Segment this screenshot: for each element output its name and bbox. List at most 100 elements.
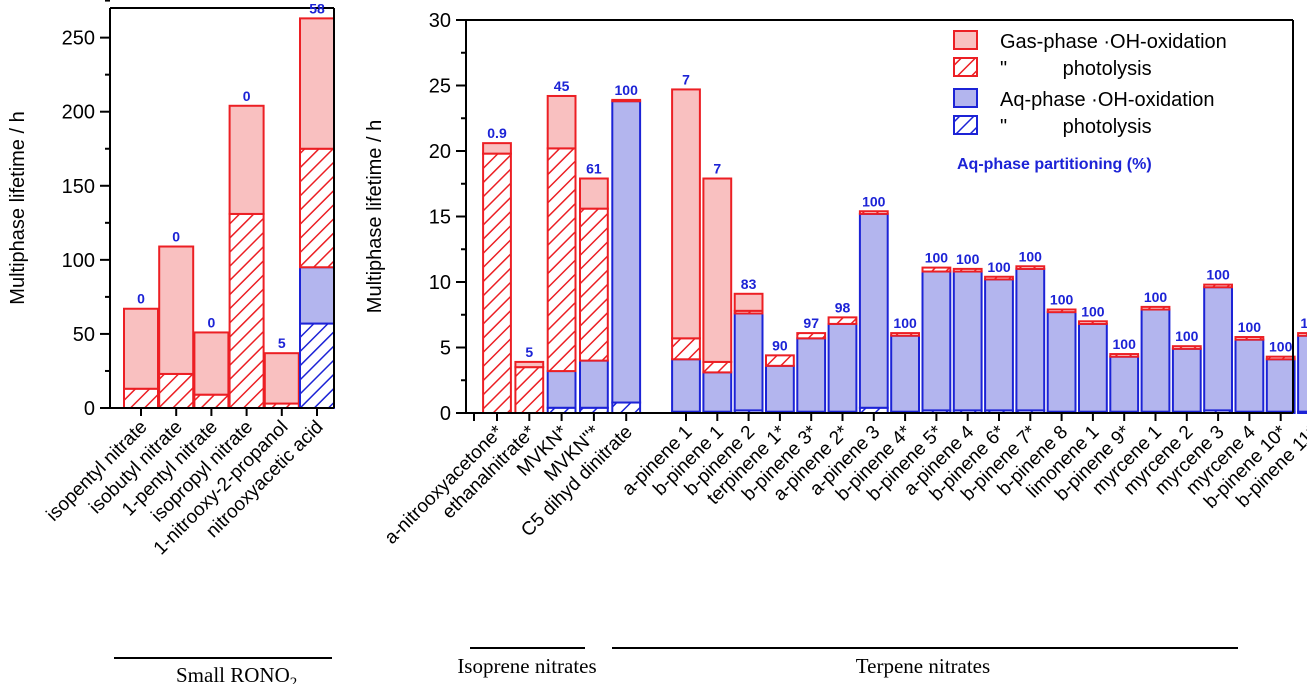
y-tick-label: 150 [62, 176, 95, 198]
gas-photolysis-segment [827, 316, 858, 325]
legend-label: Aq-phase ·OH-oxidation [1000, 89, 1215, 111]
aq-oh-segment [1140, 308, 1171, 413]
gas-photolysis-segment [984, 275, 1014, 281]
partition-label: 5 [525, 344, 533, 360]
partition-label: 100 [862, 193, 886, 209]
aq-oh-segment [611, 100, 642, 404]
partition-label: 100 [893, 315, 917, 331]
gas-photolysis-segment [702, 360, 733, 374]
aq-oh-segment [671, 358, 701, 413]
aq-oh-segment [796, 337, 827, 413]
aq-oh-segment [921, 270, 952, 412]
aq-oh-segment [299, 266, 335, 325]
gas-photolysis-segment [514, 366, 545, 414]
gas-photolysis-segment [1297, 332, 1307, 337]
legend-swatch [953, 30, 978, 50]
partition-label: 100 [956, 251, 980, 267]
aq-oh-segment [765, 364, 795, 413]
partition-label: 58 [309, 0, 325, 16]
group-label-small: Small RONO2 [176, 663, 297, 684]
gas-photolysis-segment [1015, 265, 1046, 270]
aq-oh-segment [1171, 347, 1202, 413]
partition-label: 98 [835, 299, 851, 315]
partition-label: 100 [1144, 289, 1168, 305]
gas-photolysis-segment [546, 147, 577, 373]
legend-label: Gas-phase ·OH-oxidation [1000, 31, 1227, 53]
gas-photolysis-segment [890, 332, 921, 337]
aq-oh-segment [827, 322, 858, 413]
aq-photolysis-segment [611, 401, 642, 414]
gas-photolysis-segment [299, 147, 335, 269]
gas-photolysis-segment [1109, 353, 1140, 358]
aq-oh-segment [1109, 355, 1140, 413]
aq-oh-segment [1078, 322, 1108, 413]
partition-label: 100 [1238, 319, 1262, 335]
aq-oh-segment [952, 270, 983, 412]
y-tick-label: 30 [429, 10, 451, 32]
y-tick-label: 0 [84, 398, 95, 420]
aq-oh-segment [1046, 311, 1077, 413]
gas-photolysis-segment [858, 210, 889, 215]
gas-photolysis-segment [1140, 305, 1171, 311]
y-tick-label: 15 [429, 207, 451, 229]
partition-label: 90 [772, 337, 788, 353]
partition-label: 97 [803, 315, 819, 331]
gas-photolysis-segment [671, 337, 701, 361]
gas-photolysis-segment [1203, 283, 1233, 289]
gas-oh-segment [733, 292, 764, 312]
aq-oh-segment [579, 359, 609, 409]
partition-label: 0 [208, 314, 216, 330]
legend-swatch [953, 57, 978, 77]
partition-label: 100 [987, 259, 1011, 275]
gas-photolysis-segment [765, 354, 795, 367]
partition-label: 100 [1300, 315, 1307, 331]
gas-photolysis-segment [123, 387, 159, 410]
gas-oh-segment [299, 17, 335, 150]
aq-oh-segment [702, 371, 733, 413]
partition-label: 45 [554, 78, 570, 94]
aq-oh-segment [733, 312, 764, 412]
y-tick-label: 100 [62, 250, 95, 272]
y-tick-label: 25 [429, 76, 451, 98]
partition-label: 100 [1050, 292, 1074, 308]
legend-note: Aq-phase partitioning (%) [957, 156, 1152, 173]
axes-layer [100, 0, 1294, 659]
partition-label: 83 [741, 276, 757, 292]
gas-oh-segment [702, 177, 733, 363]
group-label-subscript: 2 [290, 675, 298, 684]
legend-swatch [953, 88, 978, 108]
legend-swatch [953, 115, 978, 135]
y-tick-label: 10 [429, 272, 451, 294]
partition-label: 0 [243, 88, 251, 104]
group-label-terpene: Terpene nitrates [856, 654, 990, 678]
partition-label: 0.9 [487, 125, 507, 141]
partition-label: 100 [1081, 303, 1105, 319]
y-tick-label: 20 [429, 141, 451, 163]
aq-oh-segment [1015, 267, 1046, 412]
gas-oh-segment [193, 331, 230, 396]
y-tick-label: 200 [62, 102, 95, 124]
partition-label: 100 [1206, 267, 1230, 283]
y-tick-label: 5 [440, 338, 451, 360]
gas-oh-segment [514, 360, 545, 369]
legend: Gas-phase ·OH-oxidation " photolysis Aq-ph… [953, 30, 1227, 173]
legend-label: " photolysis [1000, 116, 1152, 138]
gas-oh-segment [482, 142, 512, 155]
aq-oh-segment [858, 212, 889, 409]
gas-photolysis-segment [1046, 308, 1077, 314]
gas-photolysis-segment [579, 207, 609, 362]
gas-oh-segment [123, 307, 159, 390]
partition-label: 0 [137, 291, 145, 307]
gas-photolysis-segment [482, 152, 512, 414]
y-tick-label: 0 [440, 403, 451, 425]
gas-photolysis-segment [228, 212, 265, 409]
partition-label: 7 [682, 71, 690, 87]
gas-photolysis-segment [1234, 336, 1265, 341]
gas-photolysis-segment [796, 332, 827, 340]
gas-oh-segment [579, 177, 609, 210]
group-label-isoprene: Isoprene nitrates [457, 654, 596, 678]
aq-oh-segment [890, 334, 921, 413]
gas-oh-segment [158, 245, 195, 375]
gas-photolysis-segment [952, 267, 983, 273]
